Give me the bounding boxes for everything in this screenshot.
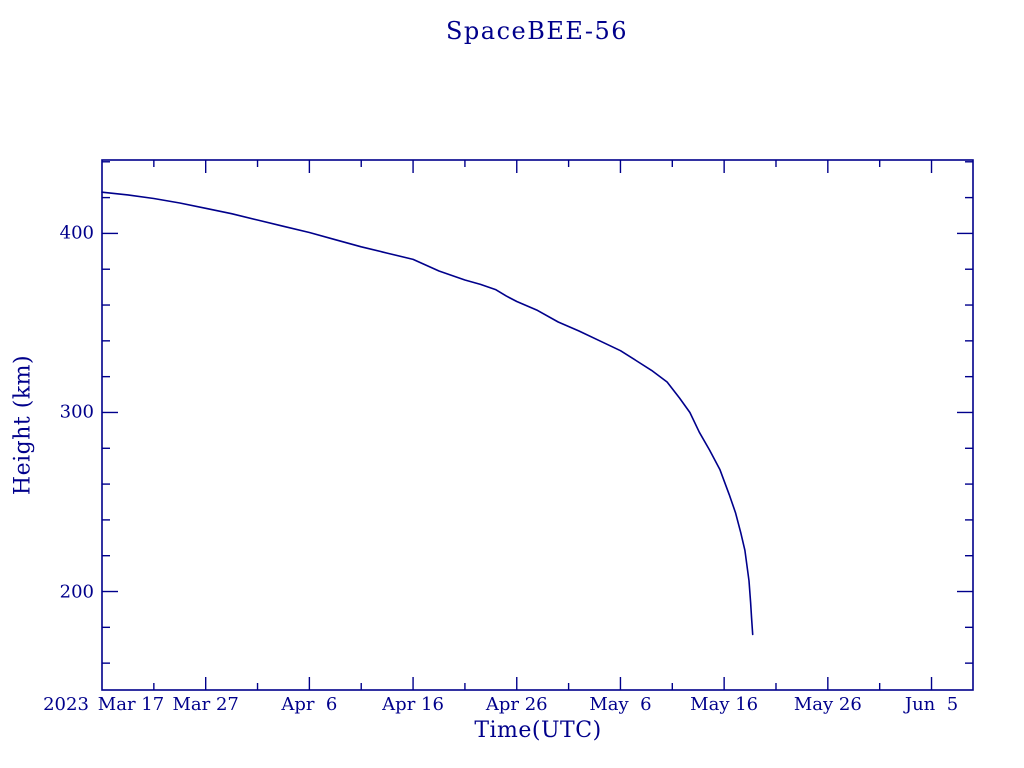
x-axis-year-label: 2023 — [43, 694, 89, 715]
chart-title: SpaceBEE-56 — [445, 17, 629, 45]
x-axis-title: Time(UTC) — [474, 718, 602, 743]
x-tick-label: May 6 — [589, 694, 652, 715]
plot-frame — [101, 159, 974, 691]
x-tick-label: Jun 5 — [904, 694, 959, 715]
y-tick-label: 400 — [59, 222, 94, 244]
x-tick-label: Mar 17 — [97, 694, 165, 715]
x-tick-label: Apr 16 — [382, 694, 444, 715]
y-tick-label: 200 — [59, 581, 94, 603]
x-tick-label: Apr 6 — [281, 694, 338, 715]
x-tick-label: Mar 27 — [172, 694, 239, 715]
y-tick-label: 300 — [59, 401, 94, 423]
x-tick-label: Apr 26 — [485, 694, 548, 715]
height-decay-curve — [101, 191, 754, 636]
x-tick-label: May 16 — [690, 694, 759, 715]
x-tick-label: May 26 — [793, 694, 862, 715]
